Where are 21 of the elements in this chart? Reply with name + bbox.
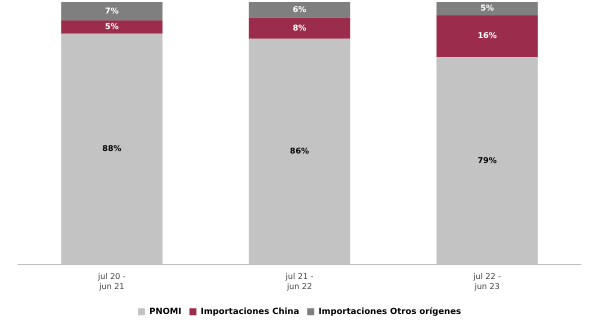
data-label: 8%: [292, 23, 306, 32]
bar: [248, 2, 350, 18]
bar: [61, 2, 163, 20]
bar: [436, 2, 538, 16]
bar: [436, 15, 538, 58]
legend-label: Importaciones Otros orígenes: [318, 306, 462, 317]
data-label: 79%: [478, 156, 497, 165]
bar: [248, 18, 350, 39]
data-label: 86%: [290, 146, 310, 156]
data-label: 5%: [480, 4, 494, 13]
x-tick-label: jul 20 - jun 21: [96, 272, 126, 291]
x-tick-label: jul 22 - jun 23: [472, 272, 502, 291]
legend-label: Importaciones China: [200, 306, 300, 317]
bar: [61, 20, 163, 34]
data-label: 16%: [478, 31, 497, 40]
x-tick-label: jul 21 - jun 22: [284, 272, 314, 291]
data-label: 6%: [292, 4, 306, 14]
legend-label: PNOMI: [149, 306, 182, 317]
data-label: 7%: [105, 6, 119, 16]
data-label: 5%: [105, 22, 119, 31]
data-label: 88%: [102, 144, 122, 153]
